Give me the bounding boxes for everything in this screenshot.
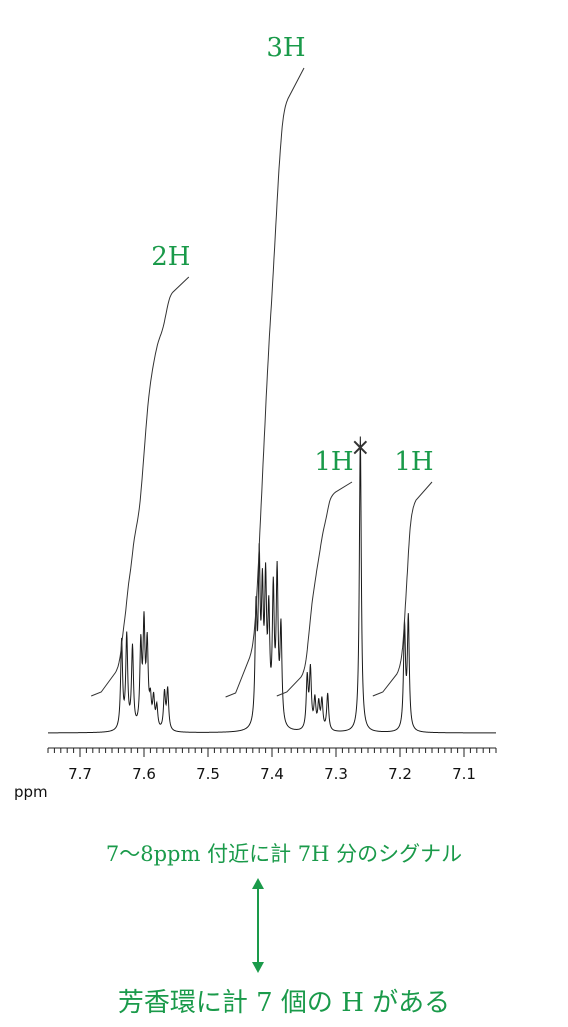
x-tick-label: 7.7 xyxy=(68,765,92,783)
integral-curve xyxy=(372,481,433,697)
integral-label: 1H xyxy=(314,447,353,477)
spectrum-line xyxy=(48,436,496,734)
conclusion-note: 芳香環に計 7 個の H がある xyxy=(117,988,451,1018)
nmr-spectrum: 7.7 7.6 7.5 7.4 7.3 7.2 7.1 ppm 2H 3H 1H 1H × xyxy=(14,33,497,801)
signal-summary-note: 7〜8ppm 付近に計 7H 分のシグナル xyxy=(105,842,463,866)
integral-label: 1H xyxy=(394,447,433,477)
x-tick-label: 7.6 xyxy=(132,765,156,783)
integral-curve xyxy=(225,67,305,698)
integral-label: 3H xyxy=(266,33,305,63)
impurity-marker: × xyxy=(350,433,370,461)
x-tick-label: 7.5 xyxy=(196,765,220,783)
x-tick-label: 7.1 xyxy=(452,765,476,783)
x-tick-label: 7.4 xyxy=(260,765,284,783)
double-arrow-icon xyxy=(252,878,264,973)
x-axis-label: ppm xyxy=(14,783,48,801)
integral-label: 2H xyxy=(151,242,190,272)
x-tick-label: 7.2 xyxy=(388,765,412,783)
spectrum-trace xyxy=(48,436,496,734)
integral-curve xyxy=(276,481,353,697)
integral-curve xyxy=(91,276,190,697)
x-axis: 7.7 7.6 7.5 7.4 7.3 7.2 7.1 xyxy=(47,747,497,783)
x-tick-label: 7.3 xyxy=(324,765,348,783)
integral-curves: 2H 3H 1H 1H xyxy=(91,33,434,698)
